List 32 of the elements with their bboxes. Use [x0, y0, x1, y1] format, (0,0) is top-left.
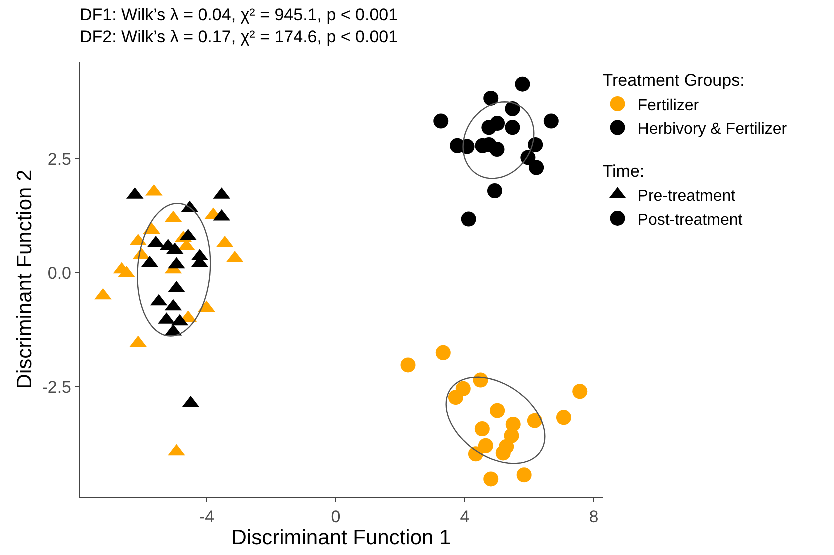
y-tick-label: 2.5 — [48, 150, 72, 170]
point — [516, 468, 532, 483]
point — [473, 372, 488, 388]
legend-label: Herbivory & Fertilizer — [638, 121, 788, 138]
point — [496, 446, 511, 461]
point — [436, 345, 451, 360]
point — [478, 438, 494, 454]
point — [527, 413, 542, 428]
y-tick-label: -2.5 — [42, 378, 72, 398]
point — [400, 358, 416, 373]
legend-title: Treatment Groups: — [602, 71, 745, 90]
chart-subtitle: DF2: Wilk’s λ = 0.17, χ² = 174.6, p < 0.001 — [80, 28, 398, 46]
point — [572, 384, 588, 400]
point — [474, 422, 490, 437]
annotation: Time: — [602, 162, 645, 181]
legend-label: Post-treatment — [638, 212, 744, 229]
legend-label: Pre-treatment — [638, 188, 736, 205]
point — [556, 410, 572, 426]
legend-label: Fertilizer — [638, 97, 700, 114]
x-tick-label: 0 — [331, 508, 341, 526]
point — [490, 403, 506, 418]
x-tick-label: 8 — [589, 508, 599, 526]
point — [468, 446, 484, 462]
x-tick-label: -4 — [199, 508, 215, 526]
y-axis-title: Discriminant Function 2 — [13, 170, 36, 390]
point — [448, 390, 464, 406]
x-tick-label: 4 — [460, 508, 470, 526]
chart-title: DF1: Wilk’s λ = 0.04, χ² = 945.1, p < 0.001 — [80, 5, 398, 24]
x-axis-title: Discriminant Function 1 — [232, 526, 452, 550]
point — [484, 472, 499, 487]
y-tick-label: 0.0 — [48, 264, 72, 284]
point — [504, 428, 520, 444]
